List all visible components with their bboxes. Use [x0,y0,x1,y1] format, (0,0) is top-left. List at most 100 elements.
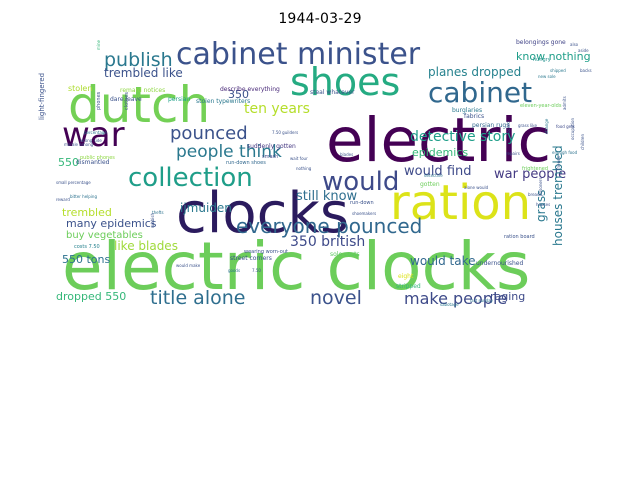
word-steal-whatever: steal whatever [310,89,355,96]
word-ration: ration [390,175,531,231]
word-like-blades: like blades [114,239,178,253]
word-would-take: would take [410,254,476,268]
word-pounced: pounced [170,123,248,144]
word-houses: houses [536,202,550,207]
word-prisoners: prisoners [538,177,543,196]
word-stolen-typewriters: stolen typewriters [196,98,250,105]
word-public-phones: public phones [80,155,115,161]
word-would-make: would make [176,263,201,268]
word-wrong-side: wrong side [80,138,102,143]
word-belongings-gone: belongings gone [516,39,566,46]
word-make-people: make people [404,289,507,308]
word-describe-everything: describe everything [220,86,280,93]
word-repairs: repairs [506,151,520,156]
word-buy-vegetables: buy vegetables [66,230,143,241]
word-small-percentage: small percentage [56,180,91,185]
word-know-nothing: know nothing [516,50,591,63]
word-grass-like: grass like [518,123,537,128]
word-fabrics: fabrics [464,113,484,120]
word-wearing-worn-out: wearing worn-out [244,249,288,255]
word-reward: reward [56,197,70,202]
word-550-tons: 550 tons [62,253,111,266]
word-title-alone: title alone [150,287,245,309]
word-costs-7-50: costs 7.50 [74,244,100,250]
word-ijmuiden: ijmuiden [180,201,232,215]
word-nothing: nothing [296,166,312,171]
word-clothes: clothes [124,92,130,110]
word-friends: friends [556,156,561,170]
word-epidemics: epidemics [412,146,468,159]
word-publish: publish [104,49,173,71]
word-dutch: dutch [68,76,210,134]
word-burglaries: burglaries [452,107,482,114]
word-shoes: shoes [290,60,400,104]
word-street-corners: street corners [230,255,272,262]
word-everyone-pounced: everyone pounced [236,214,422,238]
word-7-50: 7.50 [252,268,261,273]
word-backs: backs [580,68,592,73]
word-thefts: thefts [152,210,164,215]
word-detective-story: detective story [410,129,515,145]
word-enough-food: enough food [552,150,578,155]
word-350: 350 [228,88,249,101]
word-run-down: run-down [350,200,374,206]
word-new-sole: new sole [538,74,556,79]
word-many-epidemics: many epidemics [66,217,157,230]
word-electric: electric [326,105,551,176]
word-would-find: would find [404,164,472,179]
word-occupation: occupation [570,118,575,140]
word-eleven-year-olds: eleven-year-olds [520,103,562,109]
word-still-know: still know [296,189,358,204]
word-cabinet-minister: cabinet minister [176,37,421,72]
word-mine: mine [96,39,101,50]
word-children: children [580,133,585,150]
word-persian-rugs: persian rugs [472,122,509,129]
word-eight: eight [398,273,414,280]
word-trembled: trembled [62,206,112,219]
word-collection: collection [128,163,253,193]
word-stolen: stolen [68,84,92,93]
word-grass: grass [534,190,548,222]
word-light-fingered: light-fingered [38,73,46,120]
word-sabotage: sabotage [440,302,459,307]
word-wait-four: wait four [290,156,308,161]
word-dropped-550: dropped 550 [56,290,126,303]
word-undernourished: undernourished [476,260,523,267]
word-houses-trembled: houses trembled [551,145,565,246]
word-would: would [322,167,399,197]
word-electric-clocks: electric clocks [62,228,530,305]
plot-title: 1944-03-29 [278,11,362,27]
word-ten-years: ten years [244,101,310,117]
word-alone-would: alone would [464,185,489,190]
word-persian: persian [168,96,190,103]
word-novel: novel [310,287,362,309]
word-350-british: 350 british [290,234,365,250]
word-7-50-guilders: 7.50 guilders [272,130,298,135]
word-morale-among: morale among [64,142,94,147]
word-bitter-helping: bitter helping [70,194,97,199]
word-sole-costs: sole costs [330,251,360,258]
word-cloud-background [46,38,598,314]
word-also: also [570,42,579,47]
word-ration-board: ration board [504,234,535,240]
word-dare-leave: dare leave [110,96,142,103]
word-strange: strange [544,118,549,134]
word-suddenly-gotten: suddenly gotten [247,143,296,150]
word-cabinet: cabinet [428,76,532,109]
word-phones: phones [96,91,102,110]
word-shoemakers: shoemakers [352,211,376,216]
word-gotten: gotten [420,181,440,188]
word-dismantled: dismantled [76,159,110,166]
word-war: war [62,115,125,155]
word-shipped: shipped [550,68,566,73]
word-bread: bread [528,192,540,197]
word-remard-notices: remard notices [120,87,165,94]
word-admits: admits [562,96,567,110]
word-food-gets: food gets [556,124,575,129]
word-rubbish: rubbish [150,213,155,228]
word-people-think: people think [176,142,282,162]
word-smash: smash [262,154,278,160]
word-detective: detective [424,173,443,178]
